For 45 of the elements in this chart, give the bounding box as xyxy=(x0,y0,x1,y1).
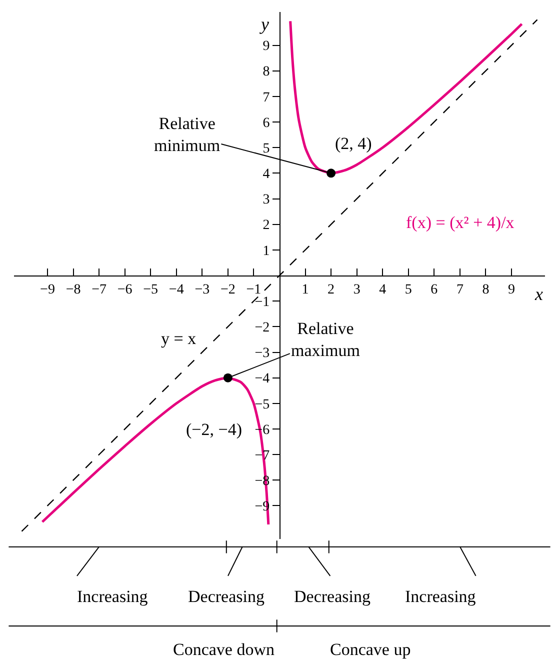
y-tick-label: 2 xyxy=(262,218,270,234)
x-tick-label: −5 xyxy=(143,282,158,298)
text: Decreasing xyxy=(294,587,371,606)
x-tick-label: 9 xyxy=(508,282,515,298)
x-tick-label: −8 xyxy=(66,282,81,298)
y-tick-label: 5 xyxy=(262,141,270,156)
y-axis-title: y xyxy=(259,14,269,34)
text: Decreasing xyxy=(188,587,265,606)
x-axis-title: x xyxy=(534,284,543,304)
x-tick-label: 7 xyxy=(456,282,464,298)
x-tick-label: 3 xyxy=(353,282,360,298)
x-tick-label: −7 xyxy=(92,282,107,298)
y-tick-label: −4 xyxy=(254,372,270,387)
y-tick-label: −1 xyxy=(254,294,270,310)
annotation: (2, 4) xyxy=(335,134,372,153)
y-tick-label: 3 xyxy=(262,192,270,208)
text: Concave up xyxy=(330,640,411,659)
x-tick-label: −9 xyxy=(40,282,55,298)
x-tick-label: −6 xyxy=(117,282,132,298)
series-label: y = x xyxy=(161,329,197,348)
text: f(x) = (x² + 4)/x xyxy=(406,213,515,232)
y-tick-label: 7 xyxy=(262,90,270,106)
x-tick-label: 2 xyxy=(328,282,335,298)
annotation: Relative maximum xyxy=(291,319,360,360)
annotation: Relative minimum xyxy=(154,114,220,156)
y-tick-label: −5 xyxy=(254,397,270,412)
text: Concave down xyxy=(173,640,275,659)
x-tick-label: 8 xyxy=(482,282,490,298)
y-tick-label: 1 xyxy=(262,244,270,259)
y-tick-label: 4 xyxy=(262,167,270,182)
x-tick-label: 4 xyxy=(379,282,386,298)
text: Increasing xyxy=(77,587,148,606)
y-tick-label: 6 xyxy=(262,116,270,131)
annotation: (−2, −4) xyxy=(186,420,242,439)
y-tick-label: 9 xyxy=(262,39,270,54)
x-tick-label: −3 xyxy=(194,282,210,298)
y-tick-label: 8 xyxy=(262,64,270,80)
x-tick-label: −4 xyxy=(168,282,184,298)
x-tick-label: 1 xyxy=(302,282,309,298)
x-tick-label: 5 xyxy=(404,282,412,298)
text: Increasing xyxy=(405,587,476,606)
x-tick-label: 6 xyxy=(430,282,438,298)
x-tick-label: −2 xyxy=(220,282,236,298)
y-tick-label: −3 xyxy=(254,346,270,362)
y-tick-label: −2 xyxy=(254,320,270,336)
